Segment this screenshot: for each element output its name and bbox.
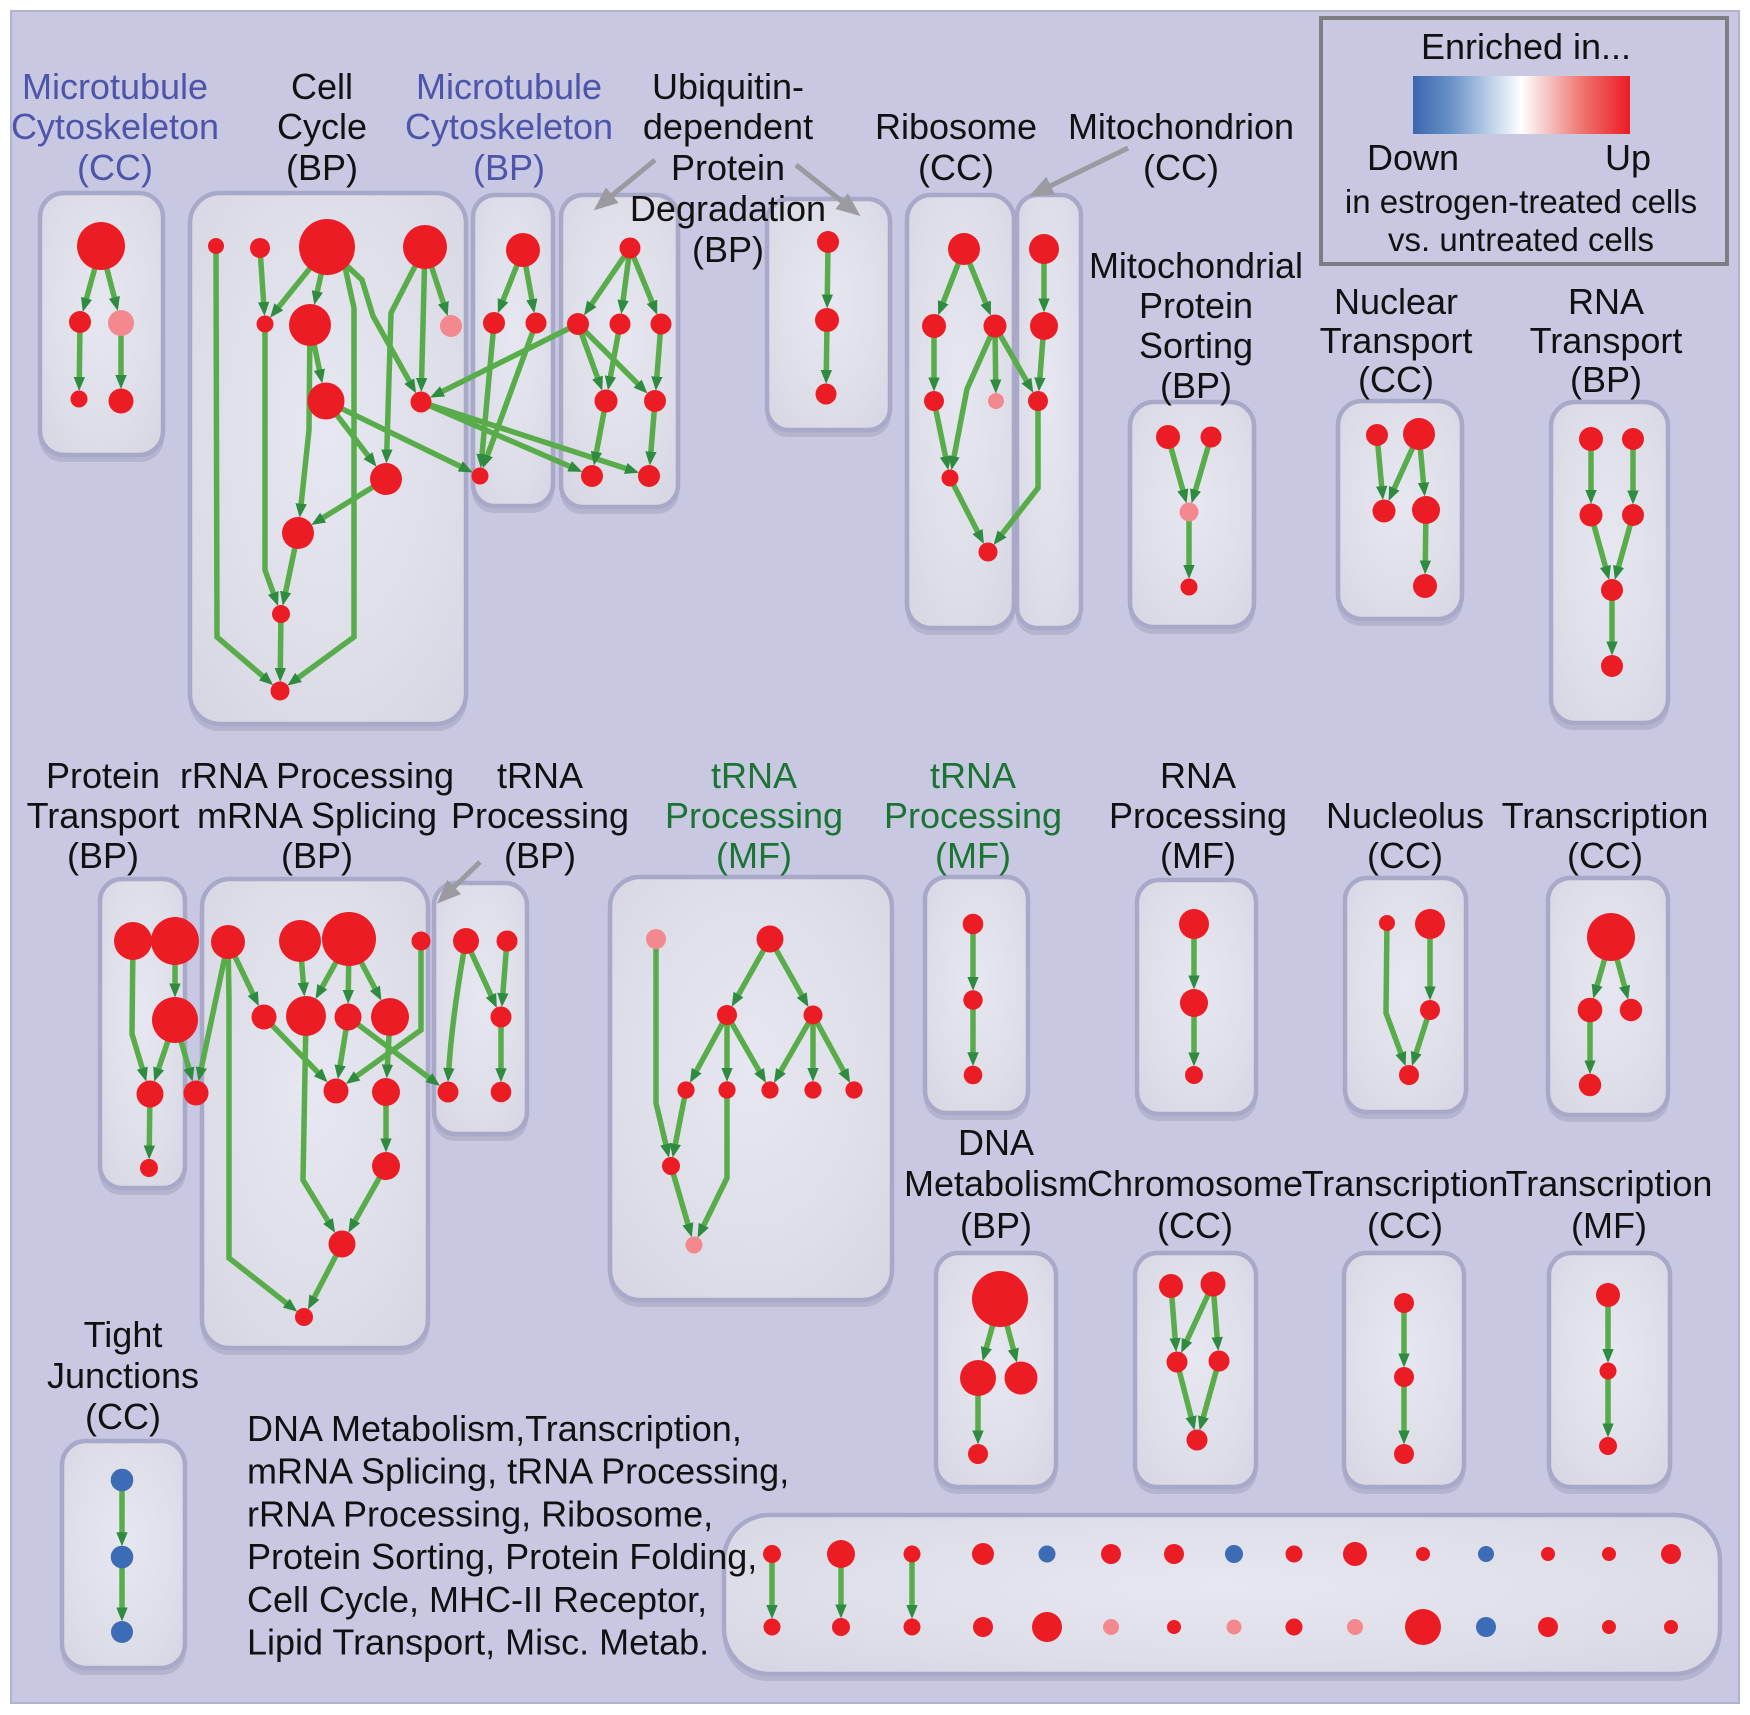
svg-text:mRNA Splicing, tRNA Processing: mRNA Splicing, tRNA Processing, <box>247 1451 789 1492</box>
svg-text:(CC): (CC) <box>77 147 153 188</box>
svg-text:(MF): (MF) <box>716 835 792 876</box>
svg-text:tRNA: tRNA <box>497 755 583 796</box>
svg-text:(BP): (BP) <box>473 147 545 188</box>
svg-text:Nuclear: Nuclear <box>1334 281 1458 322</box>
svg-text:RNA: RNA <box>1160 755 1236 796</box>
svg-text:Microtubule: Microtubule <box>22 66 208 107</box>
svg-text:Processing: Processing <box>451 795 629 836</box>
svg-text:Transcription: Transcription <box>1506 1163 1713 1204</box>
svg-text:Up: Up <box>1605 137 1651 178</box>
svg-text:Cycle: Cycle <box>277 106 367 147</box>
svg-text:Tight: Tight <box>84 1314 163 1355</box>
svg-text:Processing: Processing <box>884 795 1062 836</box>
svg-text:(BP): (BP) <box>67 835 139 876</box>
svg-text:Ribosome: Ribosome <box>875 106 1037 147</box>
svg-text:Microtubule: Microtubule <box>416 66 602 107</box>
svg-text:mRNA Splicing: mRNA Splicing <box>197 795 437 836</box>
svg-text:(BP): (BP) <box>960 1205 1032 1246</box>
svg-text:(CC): (CC) <box>85 1396 161 1437</box>
svg-text:Cytoskeleton: Cytoskeleton <box>405 106 613 147</box>
svg-text:(CC): (CC) <box>1367 835 1443 876</box>
svg-text:rRNA Processing, Ribosome,: rRNA Processing, Ribosome, <box>247 1493 713 1534</box>
svg-text:(MF): (MF) <box>935 835 1011 876</box>
svg-text:Mitochondrial: Mitochondrial <box>1089 245 1303 286</box>
svg-text:Transport: Transport <box>1320 320 1473 361</box>
svg-text:Enriched in...: Enriched in... <box>1421 26 1631 67</box>
svg-text:(BP): (BP) <box>1570 359 1642 400</box>
svg-text:Protein: Protein <box>46 755 160 796</box>
svg-text:Metabolism: Metabolism <box>904 1163 1088 1204</box>
svg-text:rRNA Processing: rRNA Processing <box>180 755 454 796</box>
svg-text:Protein: Protein <box>1139 285 1253 326</box>
svg-text:Junctions: Junctions <box>47 1355 199 1396</box>
svg-text:(BP): (BP) <box>504 835 576 876</box>
svg-text:Transcription: Transcription <box>1502 795 1709 836</box>
svg-text:(CC): (CC) <box>1367 1205 1443 1246</box>
svg-text:(BP): (BP) <box>692 229 764 270</box>
svg-text:Transport: Transport <box>1530 320 1683 361</box>
svg-text:Cell Cycle, MHC-II Receptor,: Cell Cycle, MHC-II Receptor, <box>247 1579 707 1620</box>
svg-text:Cell: Cell <box>291 66 353 107</box>
svg-text:Protein Sorting, Protein Foldi: Protein Sorting, Protein Folding, <box>247 1536 757 1577</box>
svg-text:(CC): (CC) <box>1358 359 1434 400</box>
svg-text:Mitochondrion: Mitochondrion <box>1068 106 1294 147</box>
svg-text:Chromosome: Chromosome <box>1087 1163 1303 1204</box>
svg-text:Down: Down <box>1367 137 1459 178</box>
svg-text:Cytoskeleton: Cytoskeleton <box>11 106 219 147</box>
svg-text:Transcription: Transcription <box>1302 1163 1509 1204</box>
svg-text:(CC): (CC) <box>1157 1205 1233 1246</box>
svg-text:(BP): (BP) <box>1160 365 1232 406</box>
svg-text:Lipid Transport, Misc. Metab.: Lipid Transport, Misc. Metab. <box>247 1622 709 1663</box>
svg-text:tRNA: tRNA <box>711 755 797 796</box>
svg-text:vs. untreated cells: vs. untreated cells <box>1388 221 1654 258</box>
svg-text:Ubiquitin-: Ubiquitin- <box>652 66 804 107</box>
svg-text:DNA: DNA <box>958 1122 1034 1163</box>
svg-text:RNA: RNA <box>1568 281 1644 322</box>
svg-text:in estrogen-treated cells: in estrogen-treated cells <box>1345 183 1697 220</box>
svg-text:Sorting: Sorting <box>1139 325 1253 366</box>
svg-text:tRNA: tRNA <box>930 755 1016 796</box>
svg-text:(CC): (CC) <box>918 147 994 188</box>
svg-text:(MF): (MF) <box>1571 1205 1647 1246</box>
svg-text:Nucleolus: Nucleolus <box>1326 795 1484 836</box>
svg-text:Processing: Processing <box>1109 795 1287 836</box>
svg-text:(MF): (MF) <box>1160 835 1236 876</box>
svg-text:(BP): (BP) <box>281 835 353 876</box>
svg-text:Degradation: Degradation <box>630 188 826 229</box>
svg-text:Transport: Transport <box>27 795 180 836</box>
svg-text:(CC): (CC) <box>1567 835 1643 876</box>
svg-text:(CC): (CC) <box>1143 147 1219 188</box>
svg-text:dependent: dependent <box>643 106 813 147</box>
svg-text:Protein: Protein <box>671 147 785 188</box>
svg-text:DNA Metabolism,Transcription,: DNA Metabolism,Transcription, <box>247 1408 742 1449</box>
svg-text:Processing: Processing <box>665 795 843 836</box>
svg-text:(BP): (BP) <box>286 147 358 188</box>
